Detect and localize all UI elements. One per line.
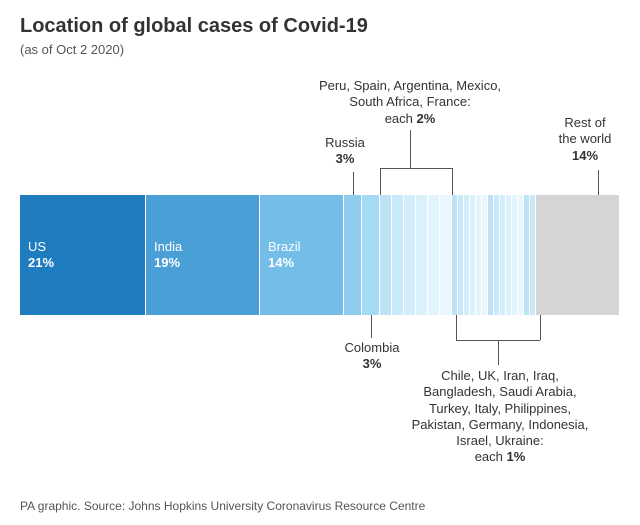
segment-france <box>440 195 452 315</box>
callout-colombia-pct: 3% <box>363 356 382 371</box>
callout-1pct-line1: Chile, UK, Iran, Iraq, <box>441 368 559 383</box>
segment-russia <box>344 195 362 315</box>
tick-colombia <box>371 315 372 338</box>
segment-label-brazil: Brazil14% <box>268 239 301 272</box>
callout-1pct-pct: 1% <box>507 449 526 464</box>
tick-russia <box>353 172 354 195</box>
callout-1pct-line5: Israel, Ukraine: <box>456 433 543 448</box>
tick-1pct-stem <box>498 340 499 365</box>
tick-rest <box>598 170 599 195</box>
segment-us: US21% <box>20 195 146 315</box>
chart-subtitle: (as of Oct 2 2020) <box>20 42 124 57</box>
callout-1pct-line6: each <box>475 449 507 464</box>
callout-rest-pct: 14% <box>572 148 598 163</box>
infographic-container: Location of global cases of Covid-19 (as… <box>0 0 640 525</box>
callout-2pct-group: Peru, Spain, Argentina, Mexico, South Af… <box>300 78 520 127</box>
segment-southafrica <box>428 195 440 315</box>
callout-rest-line1: Rest of <box>564 115 605 130</box>
callout-2pct-line2: South Africa, France: <box>349 94 470 109</box>
callout-1pct-line4: Pakistan, Germany, Indonesia, <box>412 417 589 432</box>
segment-label-us: US21% <box>28 239 54 272</box>
segment-label-india: India19% <box>154 239 182 272</box>
segment-name-india: India <box>154 239 182 254</box>
chart-title: Location of global cases of Covid-19 <box>20 15 368 38</box>
segment-name-brazil: Brazil <box>268 239 301 254</box>
segment-spain <box>392 195 404 315</box>
segment-pct-india: 19% <box>154 255 180 270</box>
callout-2pct-pct: 2% <box>417 111 436 126</box>
stacked-bar: US21% India19% Brazil14% <box>20 195 620 315</box>
segment-colombia <box>362 195 380 315</box>
segment-brazil: Brazil14% <box>260 195 344 315</box>
segment-pct-us: 21% <box>28 255 54 270</box>
source-footer: PA graphic. Source: Johns Hopkins Univer… <box>20 499 425 513</box>
callout-1pct-line3: Turkey, Italy, Philippines, <box>429 401 571 416</box>
bracket-1pct-right <box>540 315 541 340</box>
callout-1pct-group: Chile, UK, Iran, Iraq, Bangladesh, Saudi… <box>395 368 605 466</box>
segment-mexico <box>416 195 428 315</box>
callout-rest: Rest of the world 14% <box>545 115 625 164</box>
callout-russia: Russia 3% <box>310 135 380 168</box>
bracket-2pct-left <box>380 168 381 195</box>
callout-russia-label: Russia <box>325 135 365 150</box>
segment-india: India19% <box>146 195 260 315</box>
callout-colombia-label: Colombia <box>345 340 400 355</box>
segment-rest <box>536 195 620 315</box>
callout-rest-line2: the world <box>559 131 612 146</box>
segment-peru <box>380 195 392 315</box>
callout-2pct-line1: Peru, Spain, Argentina, Mexico, <box>319 78 501 93</box>
segment-name-us: US <box>28 239 46 254</box>
bracket-2pct <box>380 168 452 169</box>
callout-russia-pct: 3% <box>336 151 355 166</box>
bracket-2pct-right <box>452 168 453 195</box>
tick-2pct-stem <box>410 130 411 168</box>
segment-pct-brazil: 14% <box>268 255 294 270</box>
callout-1pct-line2: Bangladesh, Saudi Arabia, <box>423 384 576 399</box>
segment-argentina <box>404 195 416 315</box>
bracket-1pct-left <box>456 315 457 340</box>
callout-2pct-line3: each <box>385 111 417 126</box>
